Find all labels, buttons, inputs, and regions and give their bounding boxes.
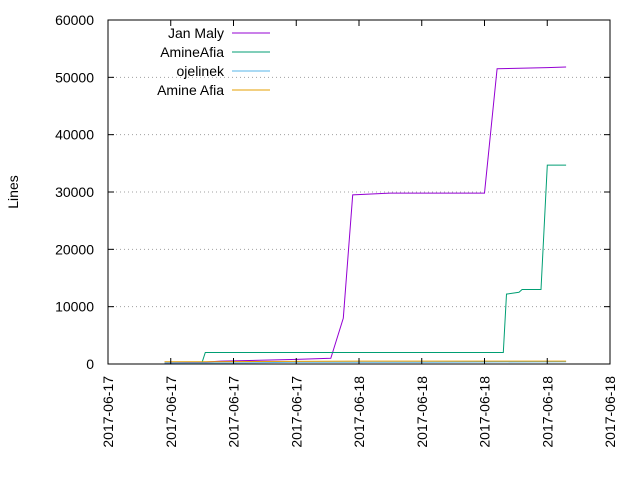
x-tick-label: 2017-06-18 <box>539 376 555 448</box>
x-tick-label: 2017-06-18 <box>477 376 493 448</box>
y-tick-label: 60000 <box>55 12 94 28</box>
legend-label-amine-afia: Amine Afia <box>157 82 224 98</box>
series-line-amineafia <box>201 164 567 363</box>
y-tick-label: 20000 <box>55 241 94 257</box>
x-tick-label: 2017-06-17 <box>226 376 242 448</box>
legend: Jan Maly AmineAfia ojelinek Amine Afia <box>157 25 270 98</box>
x-tick-label: 2017-06-18 <box>414 376 430 448</box>
series-lines <box>164 66 567 364</box>
y-tick-label: 50000 <box>55 69 94 85</box>
x-tick-label: 2017-06-17 <box>100 376 116 448</box>
series-line-jan-maly <box>164 66 567 364</box>
y-tick-label: 30000 <box>55 184 94 200</box>
legend-label-amineafia: AmineAfia <box>160 44 224 60</box>
y-tick-label: 0 <box>86 356 94 372</box>
y-tick-label: 10000 <box>55 299 94 315</box>
legend-label-jan-maly: Jan Maly <box>168 25 224 41</box>
x-tick-label: 2017-06-18 <box>602 376 618 448</box>
x-tick-label: 2017-06-17 <box>288 376 304 448</box>
legend-label-ojelinek: ojelinek <box>177 63 225 79</box>
y-tick-label: 40000 <box>55 127 94 143</box>
grid <box>108 76 610 308</box>
y-axis-title: Lines <box>5 175 21 208</box>
x-axis: 2017-06-17 2017-06-17 2017-06-17 2017-06-17… <box>100 20 618 448</box>
x-tick-label: 2017-06-18 <box>351 376 367 448</box>
x-tick-label: 2017-06-17 <box>163 376 179 448</box>
y-axis: 0 10000 20000 30000 40000 50000 60000 <box>55 12 610 372</box>
